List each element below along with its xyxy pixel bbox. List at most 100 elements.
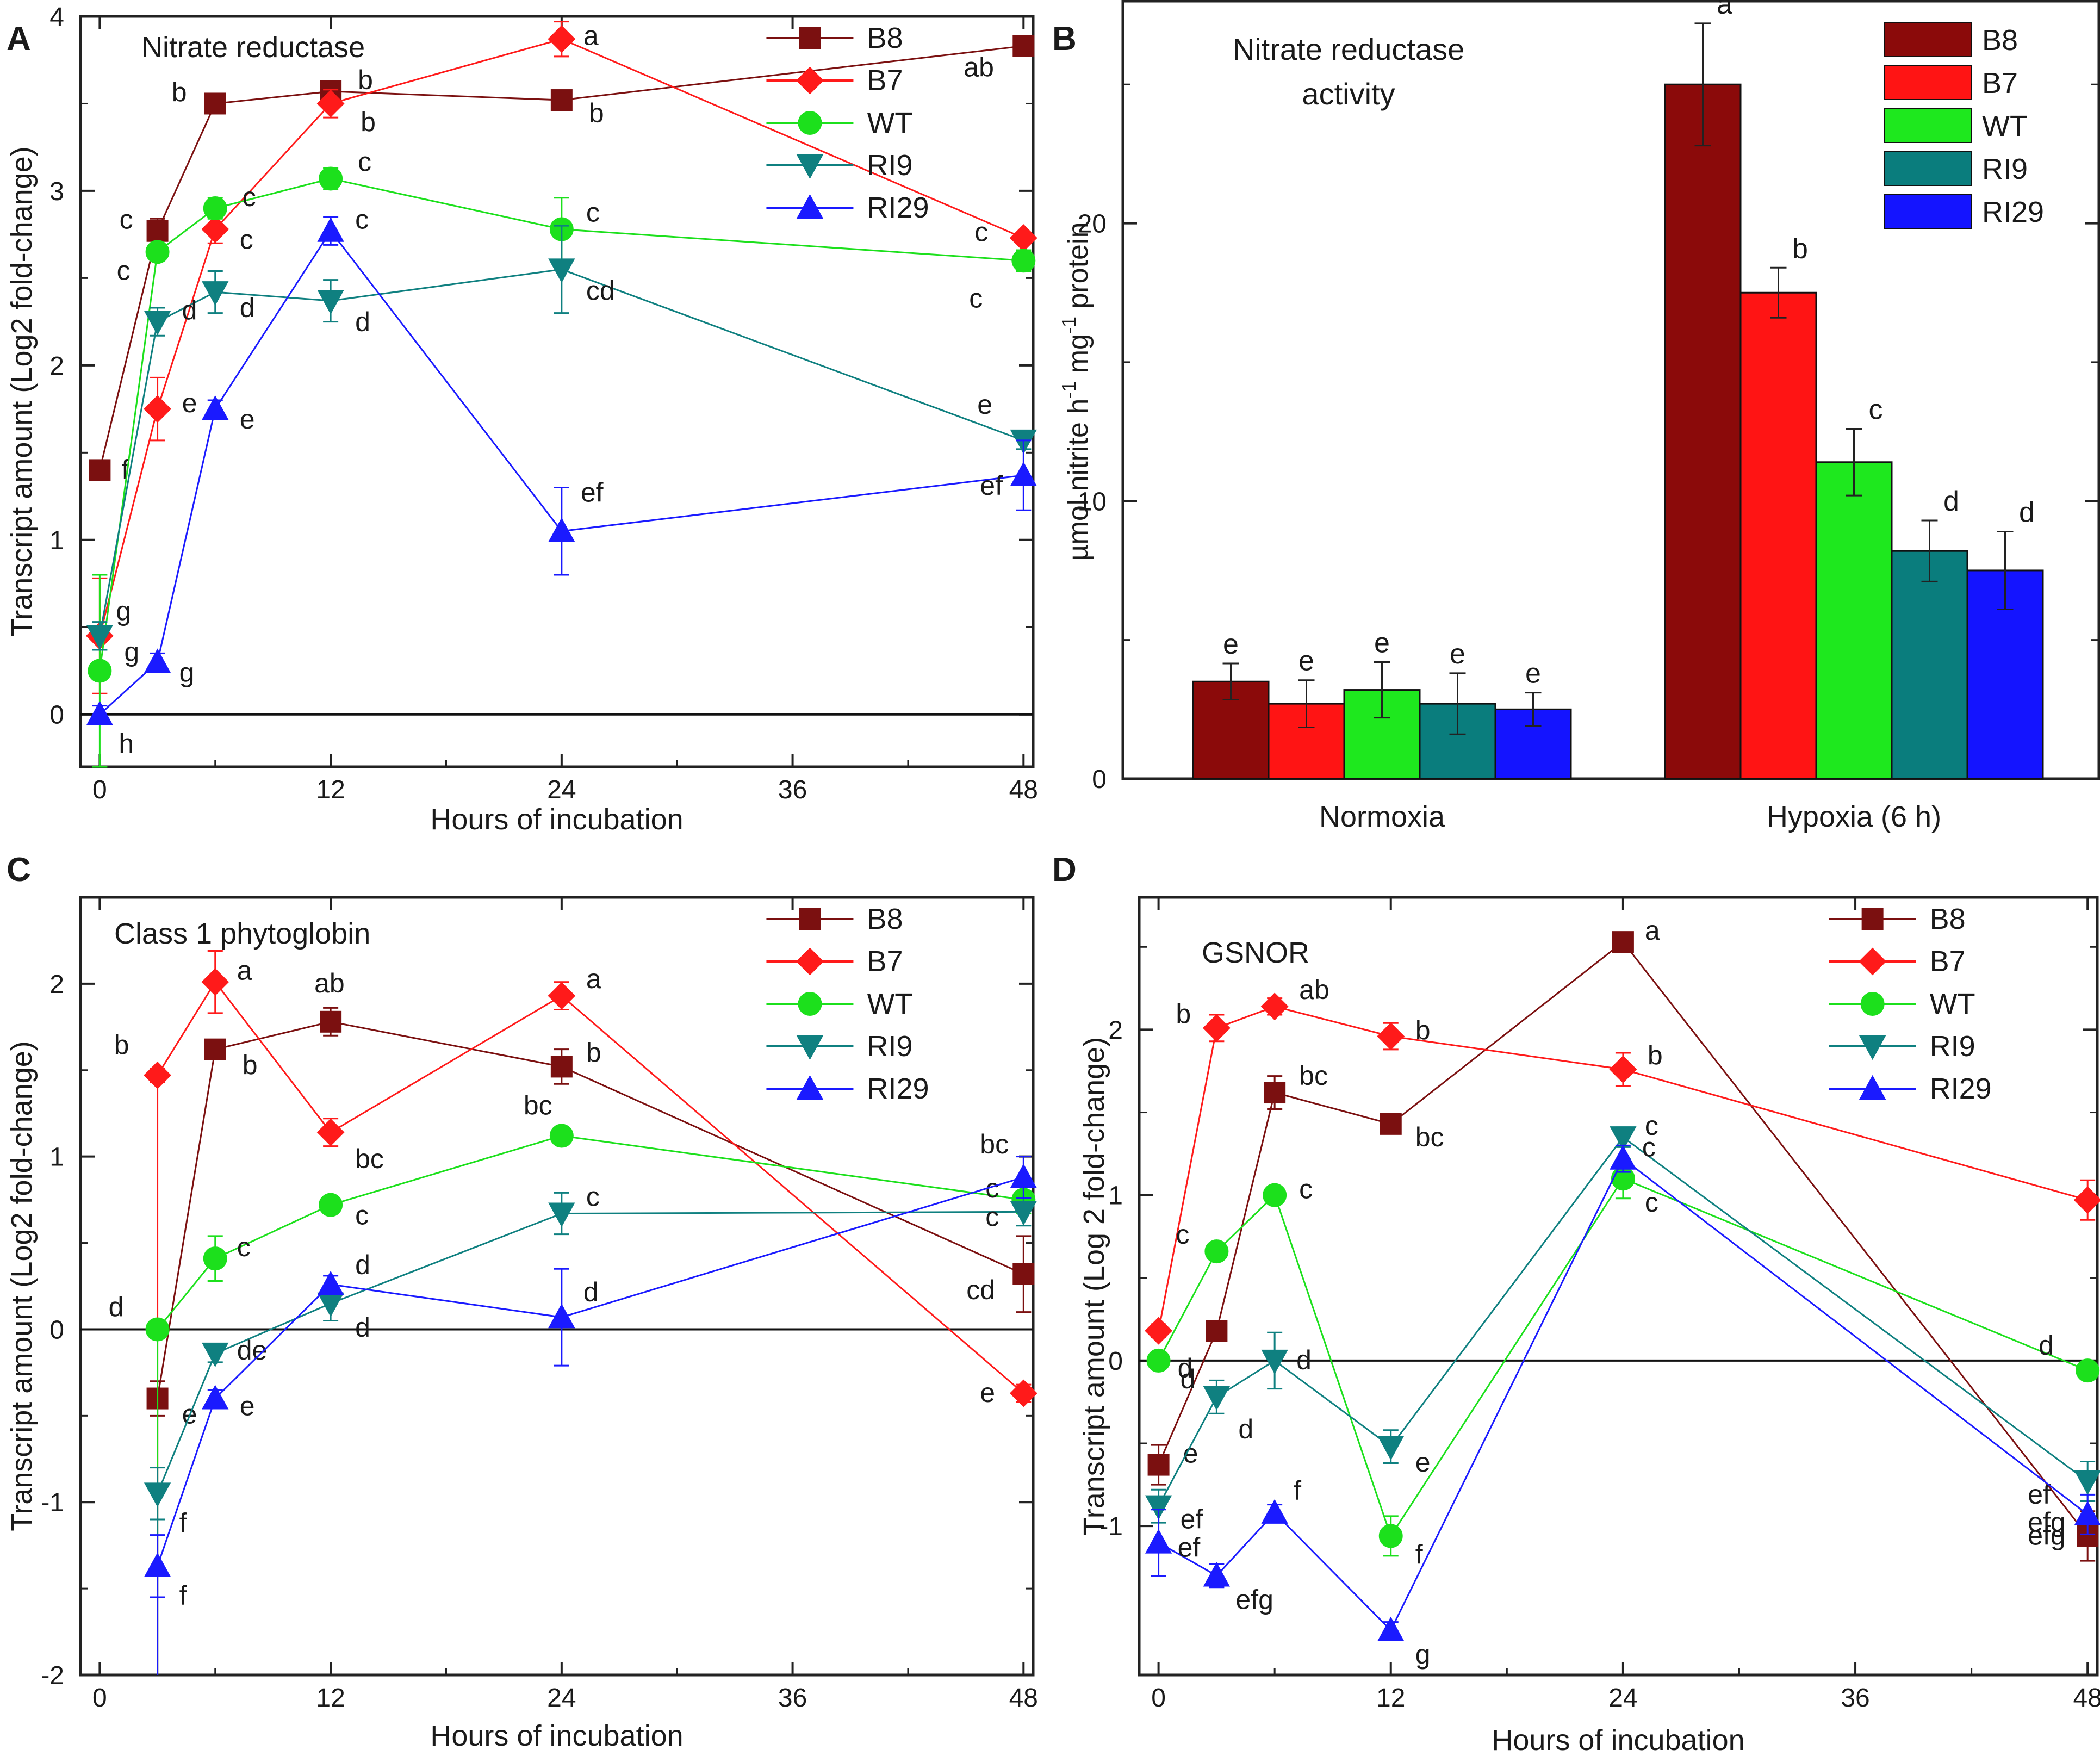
sig-label-ri29-4: ef xyxy=(581,477,604,508)
point-wt-1 xyxy=(203,1246,227,1271)
point-ri9-1 xyxy=(1203,1386,1231,1411)
legend-label-wt: WT xyxy=(867,988,912,1020)
sig-label-b8-2: b xyxy=(172,77,187,107)
x-tick-label-1: 12 xyxy=(316,1684,345,1712)
sig-label-b7-4: a xyxy=(583,21,599,51)
legend-marker-wt xyxy=(1860,992,1885,1016)
legend-swatch-wt xyxy=(1884,108,1972,143)
series-ri29: h g e c ef ef xyxy=(86,204,1037,759)
point-ri29-0 xyxy=(1145,1529,1172,1554)
point-wt-1 xyxy=(1204,1239,1229,1264)
y-tick-label-1: 1 xyxy=(49,526,64,555)
point-b8-2 xyxy=(204,92,226,115)
point-b8-4 xyxy=(550,89,573,111)
point-wt-2 xyxy=(203,196,227,221)
sig-label-ri9-0: g xyxy=(116,595,131,626)
legend-label-b7: B7 xyxy=(1982,67,2018,100)
point-ri9-1 xyxy=(144,311,171,336)
panel-d-ylabel: Transcript amount (Log 2 fold-change) xyxy=(1078,1037,1110,1535)
point-wt-1 xyxy=(145,240,170,264)
legend-marker-b8 xyxy=(799,908,821,930)
point-ri9-3 xyxy=(548,1202,575,1227)
panel-b-ylabel-part-d: -1 xyxy=(1058,317,1080,334)
panel-b-plot: e e e e e a b c d d xyxy=(1192,0,2044,780)
point-b7-3 xyxy=(548,982,576,1010)
point-ri29-3 xyxy=(317,217,344,242)
panel-d-xlabel: Hours of incubation xyxy=(1492,1724,1744,1756)
sig-label-wt-1: c xyxy=(1869,394,1883,426)
panel-b-ylabel: µmol nitrite h-1 mg-1 protein xyxy=(1058,222,1094,561)
point-wt-0 xyxy=(88,659,112,683)
sig-label-wt-2: c xyxy=(243,182,256,212)
point-b7-1 xyxy=(1202,1014,1231,1042)
sig-label-b7-4: e xyxy=(980,1378,995,1408)
panel-letter-c: C xyxy=(7,851,31,889)
point-b8-0 xyxy=(89,459,111,481)
sig-label-ri9-2: d xyxy=(1296,1345,1312,1375)
category-label-1: Hypoxia (6 h) xyxy=(1767,801,1941,833)
point-b7-5 xyxy=(2073,1186,2100,1214)
panel-c-line-chart: Class 1 phytoglobin Hours of incubation … xyxy=(5,896,1038,1752)
sig-label-b7-0: e xyxy=(1298,646,1314,677)
point-b8-2 xyxy=(320,1010,342,1033)
panel-letter-b: B xyxy=(1052,20,1077,58)
x-tick-label-4: 48 xyxy=(1009,775,1038,804)
panel-b-ylabel-part-e: protein xyxy=(1063,222,1094,317)
point-b8-0 xyxy=(1147,1454,1170,1476)
point-b8-1 xyxy=(204,1038,226,1060)
series-ri9-line xyxy=(1158,1136,2089,1507)
sig-label-b8-0: e xyxy=(1183,1438,1198,1469)
sig-label-ri9-4: c xyxy=(1645,1110,1658,1141)
point-b7-1 xyxy=(201,968,229,996)
point-ri29-5 xyxy=(2074,1500,2100,1525)
sig-label-ri29-3: c xyxy=(355,204,369,235)
legend-label-ri9: RI9 xyxy=(1982,153,2028,185)
point-ri29-0 xyxy=(144,1552,171,1577)
panel-c-legend: B8 B7 WT RI9 RI29 xyxy=(766,903,929,1105)
series-b8-line xyxy=(98,45,1024,470)
legend-label-b7: B7 xyxy=(1930,945,1966,978)
y-tick-label-1: -1 xyxy=(41,1488,64,1517)
sig-label-b7-2: ab xyxy=(1299,975,1329,1005)
legend-label-b7: B7 xyxy=(867,64,903,97)
sig-label-ri9-0: ef xyxy=(1181,1504,1203,1535)
point-b7-3 xyxy=(316,90,345,117)
panel-d-title: GSNOR xyxy=(1202,936,1309,969)
legend-label-b8: B8 xyxy=(1982,24,2018,57)
panel-b-ylabel-part-c: mg xyxy=(1063,334,1094,381)
series-ri29: f e d d bc xyxy=(144,1129,1037,1675)
point-wt-5 xyxy=(2076,1358,2100,1383)
legend-marker-b7 xyxy=(1859,947,1887,976)
sig-label-ri29-0: h xyxy=(119,729,134,759)
point-ri9-3 xyxy=(1377,1436,1405,1461)
x-tick-label-2: 24 xyxy=(1608,1684,1637,1712)
x-tick-label-0: 0 xyxy=(1151,1684,1166,1712)
panel-b-bar-chart: Nitrate reductase activity µmol nitrite … xyxy=(1058,0,2100,833)
legend-marker-b7 xyxy=(796,66,824,95)
point-ri9-0 xyxy=(86,625,114,650)
sig-label-wt-1: c xyxy=(237,1232,251,1262)
legend-marker-ri29 xyxy=(1859,1075,1886,1100)
x-tick-label-3: 36 xyxy=(1841,1684,1869,1712)
bar-wt-1 xyxy=(1815,461,1893,780)
bar-b8-1 xyxy=(1664,83,1742,780)
point-ri29-2 xyxy=(202,395,229,420)
point-ri9-2 xyxy=(1261,1349,1288,1374)
legend-label-wt: WT xyxy=(1982,110,2028,142)
point-b7-4 xyxy=(548,25,576,53)
panel-b-title-line-2: activity xyxy=(1302,77,1395,111)
sig-label-ri29-1: efg xyxy=(1235,1584,1273,1615)
point-b7-1 xyxy=(144,395,171,423)
legend-label-b8: B8 xyxy=(1930,903,1966,935)
sig-label-b7-5: c xyxy=(974,217,988,247)
sig-label-b7-3: b xyxy=(1415,1015,1431,1046)
point-b7-0 xyxy=(1145,1317,1173,1345)
legend-label-ri29: RI29 xyxy=(867,1072,929,1105)
sig-label-ri29-5: ef xyxy=(980,470,1003,501)
